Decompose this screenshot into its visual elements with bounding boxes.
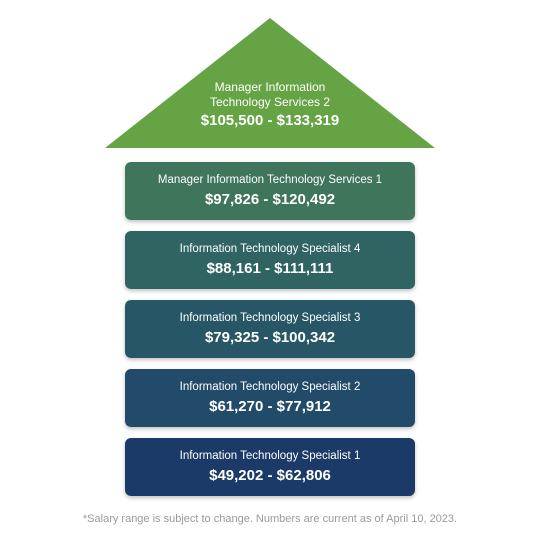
level-box: Information Technology Specialist 3 $79,3… [125,300,415,358]
level-salary: $61,270 - $77,912 [133,398,407,415]
arrow-salary: $105,500 - $133,319 [105,112,435,129]
level-box: Information Technology Specialist 4 $88,1… [125,231,415,289]
level-box: Manager Information Technology Services … [125,162,415,220]
level-salary: $88,161 - $111,111 [133,260,407,277]
arrow-text-block: Manager InformationTechnology Services 2… [105,80,435,129]
footnote: *Salary range is subject to change. Numb… [83,513,457,525]
level-title: Information Technology Specialist 2 [133,380,407,395]
level-box: Information Technology Specialist 2 $61,2… [125,369,415,427]
level-title: Information Technology Specialist 1 [133,449,407,464]
levels-stack: Manager Information Technology Services … [125,162,415,507]
level-salary: $79,325 - $100,342 [133,329,407,346]
level-salary: $49,202 - $62,806 [133,467,407,484]
arrow-title: Manager InformationTechnology Services 2 [105,80,435,110]
level-salary: $97,826 - $120,492 [133,191,407,208]
level-title: Information Technology Specialist 3 [133,311,407,326]
top-arrow: Manager InformationTechnology Services 2… [105,18,435,148]
level-title: Manager Information Technology Services … [133,173,407,188]
level-title: Information Technology Specialist 4 [133,242,407,257]
level-box: Information Technology Specialist 1 $49,2… [125,438,415,496]
